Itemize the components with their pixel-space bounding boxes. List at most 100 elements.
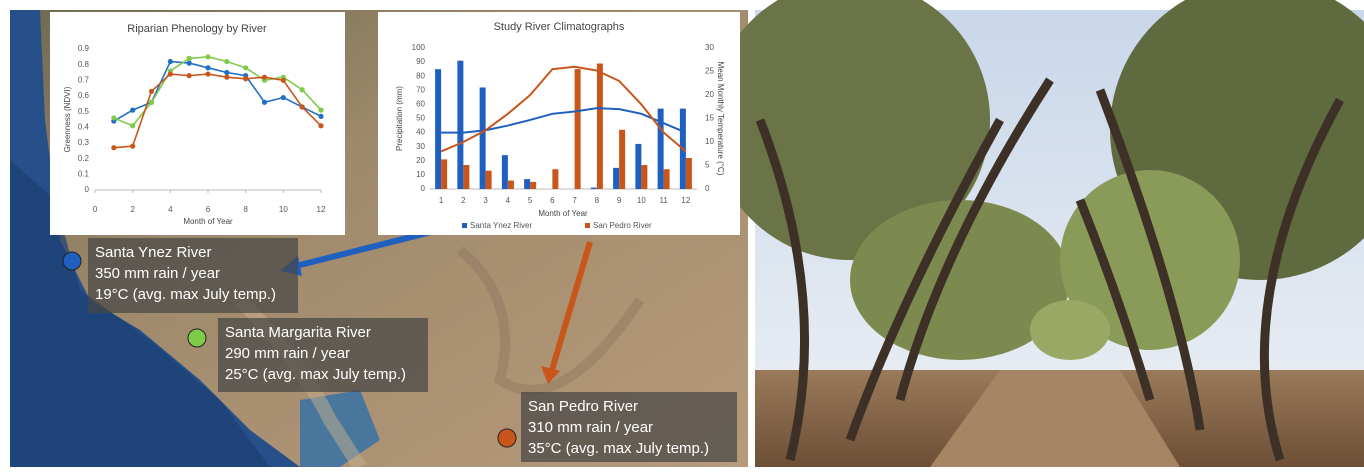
bar <box>441 159 447 189</box>
x-tick-label: 11 <box>659 196 668 205</box>
point <box>130 144 135 149</box>
bar <box>641 165 647 189</box>
y2-tick-label: 20 <box>705 90 714 99</box>
y-axis-title: Precipitation (mm) <box>395 86 404 151</box>
y-tick-label: 80 <box>416 71 425 80</box>
x-tick-label: 3 <box>483 196 488 205</box>
bar <box>508 181 514 189</box>
point <box>318 114 323 119</box>
point <box>130 123 135 128</box>
x-tick-label: 2 <box>461 196 466 205</box>
y-tick-label: 100 <box>412 43 426 52</box>
x-tick-label: 4 <box>168 205 173 214</box>
site-name: San Pedro River <box>528 398 638 415</box>
point <box>243 76 248 81</box>
bar <box>463 165 469 189</box>
x-tick-label: 5 <box>528 196 533 205</box>
point <box>149 100 154 105</box>
y2-tick-label: 10 <box>705 137 714 146</box>
x-tick-label: 9 <box>617 196 622 205</box>
site-marker <box>188 329 206 347</box>
y-tick-label: 50 <box>416 114 425 123</box>
y-tick-label: 90 <box>416 57 425 66</box>
point <box>262 75 267 80</box>
y2-axis-title: Mean Monthly Temperature (°C) <box>716 62 725 176</box>
point <box>187 61 192 66</box>
y-tick-label: 0.7 <box>78 75 90 84</box>
point <box>205 54 210 59</box>
y2-tick-label: 25 <box>705 67 714 76</box>
y-tick-label: 0.1 <box>78 169 90 178</box>
site-temp: 19°C (avg. max July temp.) <box>95 286 276 303</box>
site-rain: 310 mm rain / year <box>528 419 653 436</box>
chart-background <box>50 12 345 235</box>
y-tick-label: 0 <box>421 184 426 193</box>
y2-tick-label: 0 <box>705 184 710 193</box>
point <box>224 75 229 80</box>
x-tick-label: 8 <box>595 196 600 205</box>
x-tick-label: 6 <box>550 196 555 205</box>
legend-swatch <box>585 223 590 228</box>
y2-tick-label: 15 <box>705 114 714 123</box>
point <box>281 78 286 83</box>
bar <box>635 144 641 189</box>
y2-tick-label: 30 <box>705 43 714 52</box>
point <box>187 73 192 78</box>
x-axis-title: Month of Year <box>538 209 588 218</box>
bar <box>486 171 492 189</box>
point <box>111 145 116 150</box>
point <box>149 89 154 94</box>
y-tick-label: 0.6 <box>78 91 90 100</box>
site-name: Santa Ynez River <box>95 244 211 261</box>
point <box>130 108 135 113</box>
bar <box>457 61 463 189</box>
y-tick-label: 30 <box>416 142 425 151</box>
legend-label: Santa Ynez River <box>470 221 532 230</box>
legend-label: San Pedro River <box>593 221 652 230</box>
x-tick-label: 12 <box>681 196 690 205</box>
legend-swatch <box>462 223 467 228</box>
bar <box>664 169 670 189</box>
x-tick-label: 2 <box>130 205 135 214</box>
figure: Riparian Phenology by RiverMonth of Year… <box>0 0 1364 467</box>
point <box>300 87 305 92</box>
x-tick-label: 1 <box>439 196 444 205</box>
bar <box>686 158 692 189</box>
site-temp: 35°C (avg. max July temp.) <box>528 440 709 457</box>
y2-tick-label: 5 <box>705 161 710 170</box>
y-axis-title: Greenness (NDVI) <box>63 86 72 152</box>
site-rain: 290 mm rain / year <box>225 345 350 362</box>
x-tick-label: 6 <box>206 205 211 214</box>
point <box>318 108 323 113</box>
site-marker <box>498 429 516 447</box>
x-tick-label: 7 <box>572 196 577 205</box>
bar <box>502 155 508 189</box>
bar <box>575 69 581 189</box>
site-rain: 350 mm rain / year <box>95 265 220 282</box>
bar <box>524 179 530 189</box>
point <box>205 71 210 76</box>
y-tick-label: 0.4 <box>78 122 90 131</box>
bar <box>530 182 536 189</box>
x-tick-label: 10 <box>279 205 288 214</box>
site-temp: 25°C (avg. max July temp.) <box>225 366 406 383</box>
bar <box>480 87 486 189</box>
bar <box>435 69 441 189</box>
y-tick-label: 0.2 <box>78 154 90 163</box>
point <box>300 104 305 109</box>
point <box>187 56 192 61</box>
point <box>205 65 210 70</box>
y-tick-label: 20 <box>416 156 425 165</box>
point <box>111 115 116 120</box>
y-tick-label: 60 <box>416 100 425 109</box>
x-tick-label: 10 <box>637 196 646 205</box>
point <box>224 59 229 64</box>
x-tick-label: 8 <box>243 205 248 214</box>
x-tick-label: 0 <box>93 205 98 214</box>
point <box>318 123 323 128</box>
y-tick-label: 40 <box>416 128 425 137</box>
photo <box>710 0 1364 467</box>
site-marker <box>63 252 81 270</box>
y-tick-label: 0.5 <box>78 107 90 116</box>
chart-title: Study River Climatographs <box>494 21 625 33</box>
